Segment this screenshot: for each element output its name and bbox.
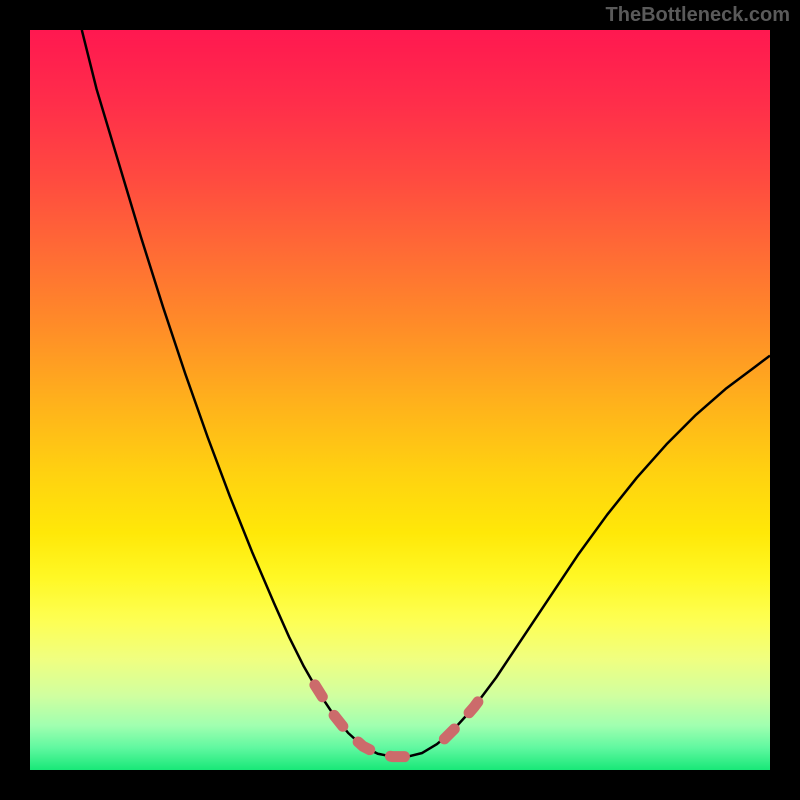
bottleneck-curve bbox=[82, 30, 770, 757]
watermark-text: TheBottleneck.com bbox=[606, 4, 790, 27]
chart-frame: TheBottleneck.com bbox=[0, 0, 800, 800]
dash-overlay-left bbox=[315, 685, 422, 757]
curve-svg bbox=[30, 30, 770, 770]
plot-area bbox=[30, 30, 770, 770]
